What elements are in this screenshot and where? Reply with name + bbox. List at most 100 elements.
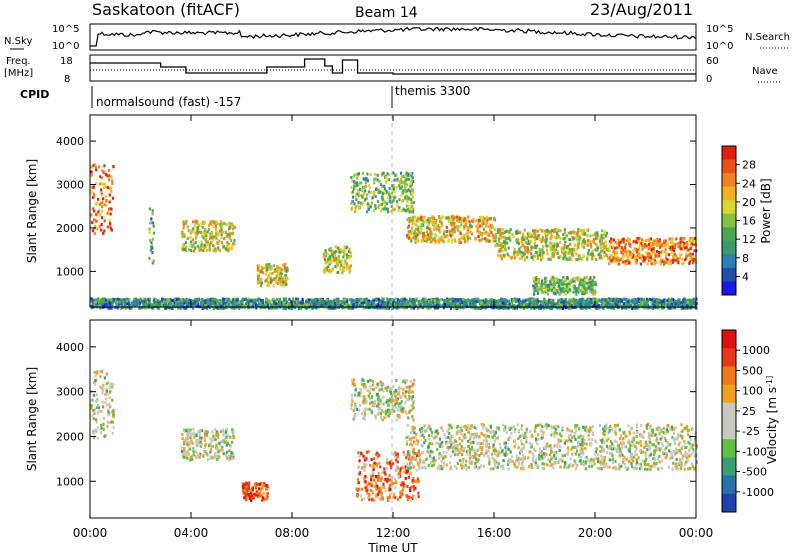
heatmap-cell <box>535 250 538 254</box>
heatmap-cell <box>625 250 628 254</box>
heatmap-cell <box>484 300 487 304</box>
heatmap-cell <box>491 233 494 237</box>
heatmap-cell <box>412 215 415 219</box>
heatmap-cell <box>363 185 366 189</box>
heatmap-cell <box>582 229 585 232</box>
heatmap-cell <box>562 301 565 304</box>
nsky-panel-frame <box>89 23 697 51</box>
heatmap-cell <box>101 297 104 301</box>
heatmap-cell <box>228 302 231 306</box>
heatmap-cell <box>194 303 197 306</box>
heatmap-cell <box>244 297 248 301</box>
heatmap-cell <box>521 236 524 240</box>
heatmap-cell <box>479 238 482 242</box>
heatmap-cell <box>545 306 548 310</box>
heatmap-cell <box>533 241 536 245</box>
heatmap-cell <box>111 179 114 183</box>
heatmap-cell <box>569 250 572 254</box>
heatmap-cell <box>382 303 386 307</box>
heatmap-cell <box>181 248 184 252</box>
heatmap-cell <box>640 242 643 246</box>
heatmap-cell <box>363 177 366 181</box>
heatmap-cell <box>579 236 582 240</box>
heatmap-cell <box>611 258 614 261</box>
heatmap-cell <box>639 302 642 306</box>
heatmap-cell <box>438 230 442 234</box>
heatmap-cell <box>643 243 647 246</box>
heatmap-cell <box>278 278 281 282</box>
heatmap-cell <box>463 226 466 230</box>
heatmap-cell <box>229 239 233 242</box>
heatmap-cell <box>334 245 337 249</box>
heatmap-cell <box>486 233 489 237</box>
heatmap-cell <box>197 298 200 302</box>
heatmap-cell <box>408 220 411 224</box>
heatmap-cell <box>432 222 435 226</box>
heatmap-cell <box>648 239 651 242</box>
heatmap-cell <box>556 281 559 284</box>
heatmap-cell <box>463 238 466 242</box>
heatmap-cell <box>414 240 417 244</box>
heatmap-cell <box>271 271 274 275</box>
heatmap-cell <box>258 263 261 267</box>
heatmap-cell <box>568 242 572 246</box>
heatmap-cell <box>211 239 214 243</box>
heatmap-cell <box>553 236 557 240</box>
heatmap-cell <box>627 249 630 253</box>
heatmap-cell <box>246 300 249 304</box>
heatmap-cell <box>96 299 99 302</box>
heatmap-cell <box>329 307 332 310</box>
heatmap-cell <box>475 237 478 241</box>
heatmap-cell <box>516 297 519 301</box>
heatmap-cell <box>522 306 525 310</box>
heatmap-cell <box>104 303 107 307</box>
heatmap-cell <box>603 298 606 301</box>
heatmap-cell <box>228 236 231 240</box>
heatmap-cell <box>630 256 634 260</box>
heatmap-cell <box>560 289 563 293</box>
heatmap-cell <box>559 236 562 240</box>
heatmap-cell <box>361 298 364 302</box>
heatmap-cell <box>370 302 374 306</box>
heatmap-cell <box>500 232 503 235</box>
heatmap-cell <box>410 299 413 302</box>
heatmap-cell <box>627 239 630 243</box>
heatmap-cell <box>650 252 653 256</box>
heatmap-cell <box>164 306 167 310</box>
heatmap-cell <box>529 240 532 244</box>
heatmap-cell <box>635 255 638 259</box>
heatmap-cell <box>550 278 553 282</box>
heatmap-cell <box>620 299 623 302</box>
heatmap-cell <box>536 292 539 295</box>
heatmap-cell <box>661 249 664 253</box>
heatmap-cell <box>404 209 407 213</box>
heatmap-cell <box>510 302 513 306</box>
heatmap-cell <box>589 287 592 291</box>
heatmap-cell <box>541 238 544 242</box>
heatmap-cell <box>497 231 500 234</box>
heatmap-cell <box>567 247 570 251</box>
heatmap-cell <box>582 254 585 258</box>
heatmap-cell <box>523 228 526 232</box>
heatmap-cell <box>439 298 442 302</box>
heatmap-cell <box>685 240 688 244</box>
heatmap-cell <box>545 228 549 232</box>
heatmap-cell <box>628 261 631 265</box>
heatmap-cell <box>344 300 347 304</box>
heatmap-cell <box>208 228 211 231</box>
heatmap-cell <box>513 303 516 307</box>
heatmap-cell <box>658 238 661 242</box>
heatmap-cell <box>464 233 467 237</box>
heatmap-cell <box>393 190 396 194</box>
heatmap-cell <box>610 257 613 261</box>
heatmap-cell <box>226 241 229 244</box>
heatmap-cell <box>594 242 597 246</box>
heatmap-cell <box>682 247 685 251</box>
heatmap-cell <box>358 193 361 197</box>
heatmap-cell <box>331 267 334 271</box>
heatmap-cell <box>683 236 686 240</box>
heatmap-cell <box>594 248 597 252</box>
heatmap-cell <box>329 247 332 250</box>
heatmap-cell <box>230 301 234 305</box>
heatmap-cell <box>516 231 519 235</box>
